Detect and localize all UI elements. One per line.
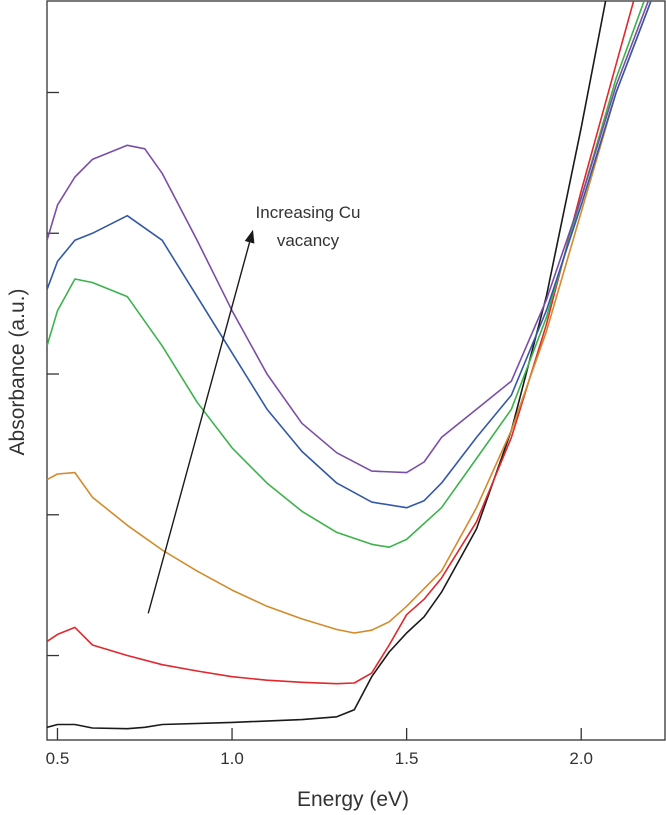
annotation: Increasing Cu vacancy [147, 203, 361, 614]
x-axis-label: Energy (eV) [297, 788, 409, 811]
annotation-line-2: vacancy [277, 231, 340, 250]
x-tick-label-1: 1.0 [220, 749, 244, 768]
plot-frame [46, 0, 666, 741]
x-tick-label-0: 0.5 [46, 749, 70, 768]
annotation-line-1: Increasing Cu [256, 203, 361, 222]
series-line-purple [47, 1, 650, 474]
annotation-arrowhead [244, 229, 255, 244]
x-ticks: 0.5 1.0 1.5 2.0 [46, 728, 593, 768]
annotation-arrow [147, 242, 251, 614]
series-line-black [47, 1, 607, 730]
x-tick-label-2: 1.5 [395, 749, 419, 768]
y-axis-label: Absorbance (a.u.) [6, 289, 29, 456]
x-tick-label-3: 2.0 [569, 749, 593, 768]
y-ticks [47, 91, 59, 657]
series-line-blue [47, 1, 652, 509]
series-lines [47, 1, 652, 730]
series-line-red [47, 1, 635, 685]
series-line-orange [47, 1, 652, 634]
series-line-green [47, 1, 645, 548]
